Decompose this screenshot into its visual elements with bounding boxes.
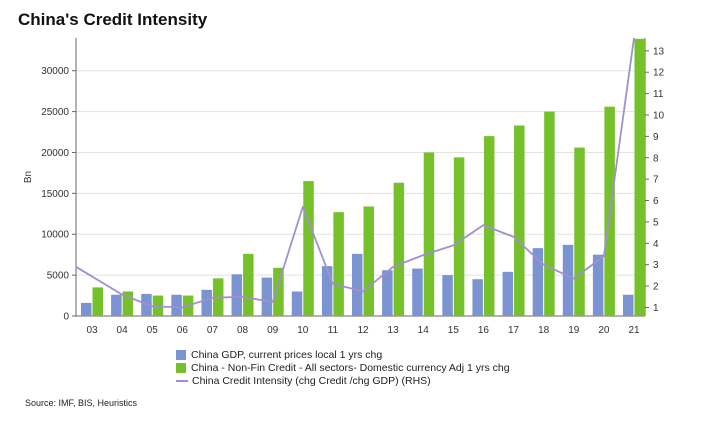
bar-credit [634,38,645,316]
tick-labels: 0500010000150002000025000300001234567891… [41,46,664,336]
x-tick-label: 07 [207,325,219,336]
x-tick-label: 14 [418,325,430,336]
right-tick-label: 10 [653,110,665,121]
bar-gdp [291,291,303,316]
legend-swatch-gdp [176,350,186,360]
legend-label-intensity: China Credit Intensity (chg Credit /chg … [192,375,431,387]
bar-credit [333,212,344,316]
right-tick-label: 9 [653,132,659,143]
source-note: Source: IMF, BIS, Heuristics [25,398,138,408]
right-tick-label: 6 [653,196,659,207]
bar-credit [423,152,435,316]
legend-item-credit: China - Non-Fin Credit - All sectors- Do… [176,362,510,374]
right-tick-label: 13 [653,46,665,57]
left-tick-label: 0 [63,312,69,323]
legend-label-gdp: China GDP, current prices local 1 yrs ch… [191,349,383,361]
bar-credit [483,136,495,316]
credit-intensity-line [75,37,635,309]
right-tick-label: 7 [653,175,659,186]
x-tick-label: 12 [357,325,369,336]
x-tick-label: 13 [388,325,400,336]
left-tick-label: 25000 [41,107,69,118]
chart-title: China's Credit Intensity [18,10,208,29]
left-tick-label: 5000 [47,271,70,282]
right-tick-label: 8 [653,153,659,164]
bar-credit [453,157,465,316]
bar-gdp [81,302,92,316]
x-tick-label: 03 [86,325,98,336]
right-tick-label: 11 [653,89,664,100]
bar-gdp [532,248,544,316]
x-tick-label: 18 [538,325,550,336]
bar-gdp [502,271,514,316]
x-tick-label: 16 [478,325,490,336]
legend-swatch-intensity [176,380,188,382]
x-tick-label: 11 [328,325,339,336]
bar-gdp [562,244,574,316]
bar-gdp [623,294,634,316]
bar-gdp [352,253,363,316]
bar-credit [574,147,585,316]
bar-credit [363,206,374,316]
bar-gdp [412,268,423,316]
bar-gdp [442,275,453,316]
right-tick-label: 4 [653,239,659,250]
legend-item-gdp: China GDP, current prices local 1 yrs ch… [176,349,510,361]
bar-gdp [472,279,483,316]
x-tick-label: 20 [598,325,610,336]
x-tick-label: 15 [448,325,460,336]
left-tick-label: 30000 [41,66,69,77]
x-tick-label: 06 [177,325,189,336]
legend-label-credit: China - Non-Fin Credit - All sectors- Do… [191,362,510,374]
bar-gdp [321,266,333,316]
left-tick-label: 20000 [41,148,69,159]
bars [81,38,645,317]
line-credit-intensity [75,37,635,309]
bar-credit [393,182,405,316]
x-tick-label: 19 [568,325,580,336]
x-tick-label: 21 [628,325,640,336]
bar-gdp [231,274,243,316]
right-tick-label: 1 [653,303,659,314]
bar-credit [273,267,284,316]
bar-credit [514,125,525,316]
left-tick-label: 15000 [41,189,69,200]
right-tick-label: 12 [653,68,665,79]
x-tick-label: 09 [267,325,279,336]
x-tick-label: 08 [237,325,249,336]
bar-gdp [261,277,273,316]
left-tick-label: 10000 [41,230,69,241]
x-tick-label: 05 [147,325,159,336]
x-tick-label: 04 [117,325,129,336]
legend-item-intensity: China Credit Intensity (chg Credit /chg … [176,375,510,387]
bar-credit [122,291,134,316]
bar-gdp [592,254,604,316]
right-tick-label: 5 [653,217,659,228]
bar-gdp [201,289,212,316]
bar-credit [303,181,314,316]
right-tick-label: 2 [653,282,659,293]
legend: China GDP, current prices local 1 yrs ch… [176,349,510,388]
bar-credit [92,287,103,316]
bar-gdp [111,294,122,316]
x-tick-label: 10 [297,325,309,336]
bar-credit [544,111,555,317]
legend-swatch-credit [176,363,186,373]
bar-credit [243,253,254,316]
bar-gdp [382,270,393,316]
right-tick-label: 3 [653,260,659,271]
y-axis-label: Bn [23,171,34,183]
gridlines [76,70,645,276]
x-tick-label: 17 [508,325,520,336]
bar-gdp [171,294,182,316]
